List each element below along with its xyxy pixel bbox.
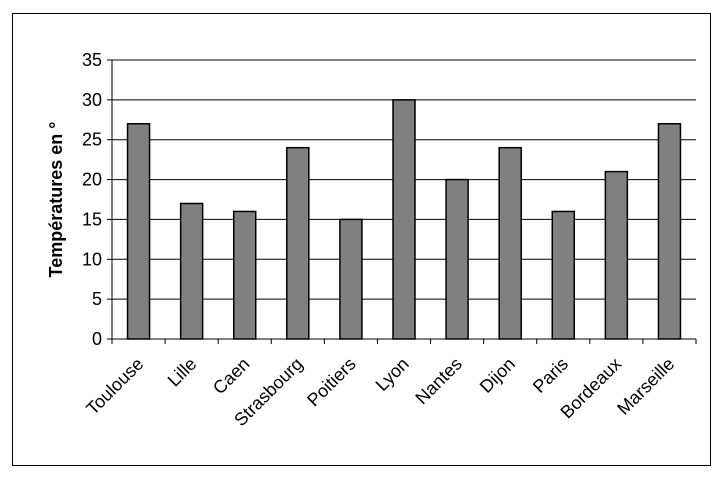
- x-tick-label: Poitiers: [303, 354, 360, 411]
- bar-caen: [232, 210, 257, 340]
- y-tick-label: 35: [82, 50, 102, 70]
- bar-strasbourg: [286, 146, 310, 340]
- bar-poitiers: [339, 218, 363, 340]
- bars: [126, 99, 682, 340]
- bar-nantes: [445, 178, 469, 340]
- x-tick-label: Lille: [164, 354, 201, 391]
- y-tick-label: 20: [82, 170, 102, 190]
- x-tick-label: Caen: [209, 354, 254, 399]
- y-axis-label: Températures en °: [46, 122, 66, 278]
- bar-lille: [179, 202, 204, 340]
- y-tick-label: 15: [82, 209, 102, 229]
- bar-marseille: [657, 123, 682, 340]
- x-tick-label: Lyon: [372, 354, 413, 395]
- bar-toulouse: [126, 123, 151, 340]
- bar-dijon: [498, 146, 522, 340]
- y-tick-label: 0: [92, 329, 102, 349]
- x-tick-label: Paris: [529, 354, 572, 397]
- x-tick-label: Nantes: [411, 354, 465, 408]
- y-tick-label: 30: [82, 90, 102, 110]
- bar-bordeaux: [604, 170, 629, 340]
- y-tick-label: 5: [92, 289, 102, 309]
- y-tick-label: 25: [82, 130, 102, 150]
- y-tick-labels: 0 5 10 15 20 25 30 35: [82, 50, 112, 349]
- bar-paris: [551, 210, 576, 340]
- x-tick-label: Toulouse: [82, 354, 147, 419]
- x-tick-label: Dijon: [476, 354, 519, 397]
- y-tick-label: 10: [82, 249, 102, 269]
- x-tick-label: Marseille: [613, 354, 678, 419]
- axes: [111, 60, 696, 340]
- bar-lyon: [392, 99, 416, 340]
